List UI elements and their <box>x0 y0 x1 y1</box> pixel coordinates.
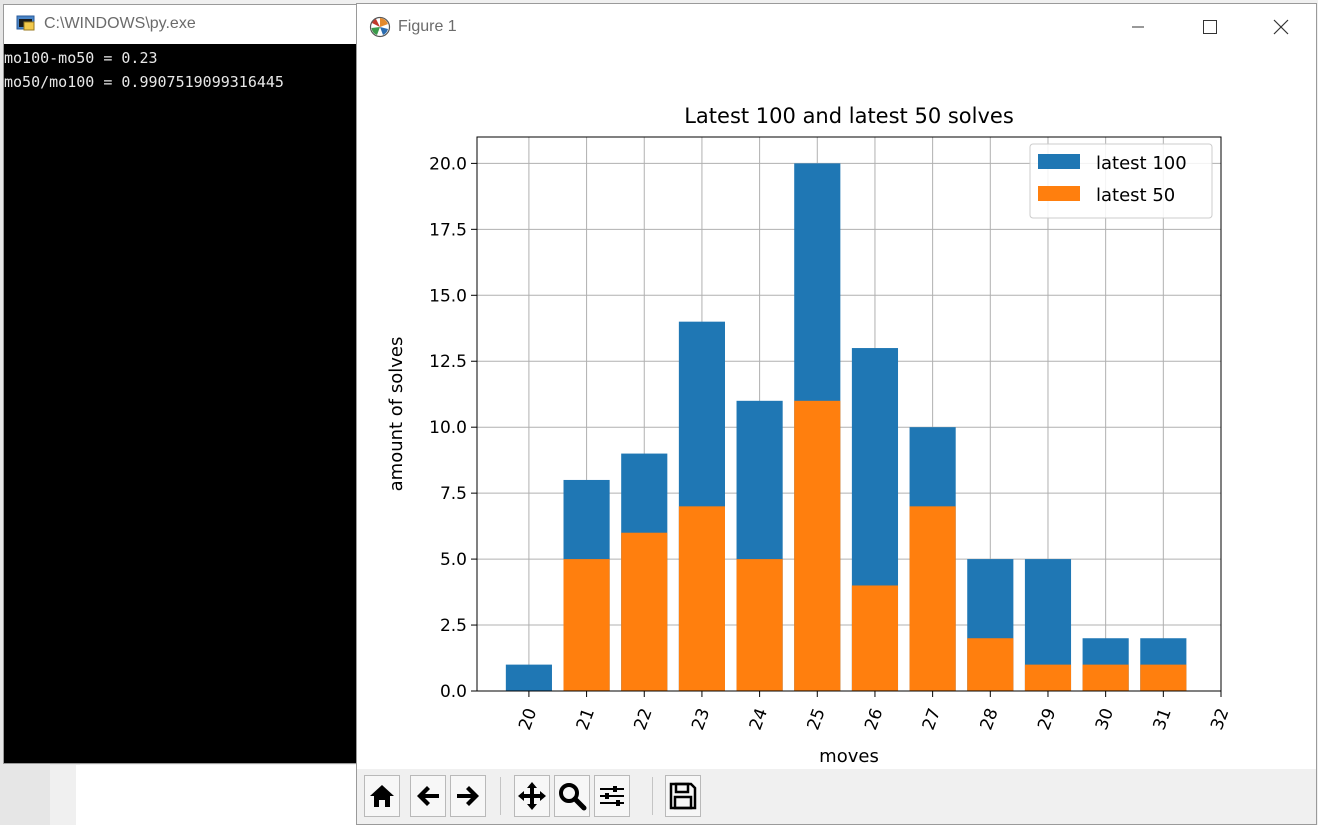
x-tick-label: 30 <box>1092 706 1118 733</box>
bar-latest-50-24 <box>736 559 783 691</box>
x-axis-label: moves <box>819 746 879 767</box>
y-tick-label: 7.5 <box>440 484 467 504</box>
bars <box>505 163 1187 691</box>
bar-latest-50-30 <box>1082 664 1129 691</box>
save-icon <box>669 782 697 810</box>
back-icon <box>417 786 439 806</box>
figure-title: Figure 1 <box>398 18 457 35</box>
y-tick-label: 2.5 <box>440 616 467 636</box>
configure-subplots-button[interactable] <box>594 775 630 817</box>
console-title: C:\WINDOWS\py.exe <box>44 15 196 32</box>
x-tick-label: 29 <box>1034 706 1060 733</box>
y-tick-label: 20.0 <box>429 154 467 174</box>
legend-swatch-latest-50 <box>1038 186 1080 201</box>
home-button[interactable] <box>364 775 400 817</box>
y-axis-label: amount of solves <box>386 337 407 492</box>
x-tick-label: 32 <box>1207 706 1233 733</box>
y-tick-label: 17.5 <box>429 220 467 240</box>
forward-button[interactable] <box>450 775 486 817</box>
minimize-icon <box>1132 26 1144 27</box>
x-tick-label: 26 <box>861 706 887 733</box>
forward-icon <box>457 786 479 806</box>
x-tick-label: 22 <box>630 706 656 733</box>
x-tick-label: 21 <box>573 706 599 733</box>
bar-latest-100-20 <box>505 664 552 691</box>
configure-icon <box>600 786 624 806</box>
save-button[interactable] <box>665 775 701 817</box>
legend-label-latest-100: latest 100 <box>1096 153 1187 174</box>
bar-chart[interactable]: 0.0 2.5 5.0 7.5 10.0 12.5 15.0 17.5 20.0 20 21 22 23… <box>357 49 1316 769</box>
bar-latest-50-21 <box>563 559 610 691</box>
bar-latest-50-22 <box>621 532 668 691</box>
console-titlebar[interactable]: C:\WINDOWS\py.exe <box>4 5 358 44</box>
bar-latest-50-23 <box>678 506 725 691</box>
back-button[interactable] <box>410 775 446 817</box>
figure-titlebar[interactable]: Figure 1 <box>357 4 1316 49</box>
home-icon <box>370 785 394 807</box>
y-tick-label: 15.0 <box>429 286 467 306</box>
toolbar-separator <box>652 777 653 815</box>
maximize-icon <box>1203 19 1217 34</box>
bar-latest-50-29 <box>1024 664 1072 691</box>
desktop-background-strip <box>50 765 77 825</box>
legend-label-latest-50: latest 50 <box>1096 185 1175 206</box>
bar-latest-50-27 <box>909 506 956 691</box>
x-tick-label: 20 <box>515 706 541 733</box>
x-tick-label: 25 <box>803 706 829 733</box>
close-button[interactable] <box>1246 4 1316 49</box>
navigation-toolbar <box>357 769 1316 824</box>
bar-latest-50-25 <box>794 400 841 691</box>
axes-frame <box>476 136 1222 692</box>
bar-latest-50-31 <box>1140 664 1187 691</box>
bar-latest-50-28 <box>967 638 1014 691</box>
console-output: mo100-mo50 = 0.23 mo50/mo100 = 0.9907519… <box>4 44 358 94</box>
figure-window[interactable]: Figure 1 0.0 2.5 5.0 7.5 10.0 12.5 15.0 17.5 20.… <box>356 3 1317 825</box>
bar-latest-50-26 <box>851 585 899 691</box>
maximize-button[interactable] <box>1175 4 1245 49</box>
matplotlib-icon <box>369 16 391 38</box>
legend-swatch-latest-100 <box>1038 154 1080 169</box>
chart-title: Latest 100 and latest 50 solves <box>684 104 1014 128</box>
x-tick-label: 27 <box>919 706 945 733</box>
y-tick-label: 12.5 <box>429 352 467 372</box>
zoom-button[interactable] <box>554 775 590 817</box>
legend: latest 100 latest 50 <box>1029 143 1213 219</box>
console-line: mo100-mo50 = 0.23 <box>4 49 158 67</box>
y-tick-label: 5.0 <box>440 550 467 570</box>
console-line: mo50/mo100 = 0.9907519099316445 <box>4 73 284 91</box>
y-tick-label: 10.0 <box>429 418 467 438</box>
y-tick-label: 0.0 <box>440 682 467 702</box>
x-tick-label: 24 <box>746 706 772 733</box>
pan-button[interactable] <box>514 775 550 817</box>
x-tick-label: 28 <box>977 706 1003 733</box>
close-icon <box>1273 19 1289 34</box>
x-tick-label: 23 <box>688 706 714 733</box>
desktop-background-panel <box>76 765 358 825</box>
zoom-icon <box>559 783 587 811</box>
console-window[interactable]: C:\WINDOWS\py.exe mo100-mo50 = 0.23 mo50… <box>3 4 359 764</box>
pan-icon <box>518 782 546 810</box>
x-tick-label: 31 <box>1150 706 1176 733</box>
minimize-button[interactable] <box>1103 4 1173 49</box>
toolbar-separator <box>500 777 501 815</box>
python-console-icon <box>16 15 35 31</box>
